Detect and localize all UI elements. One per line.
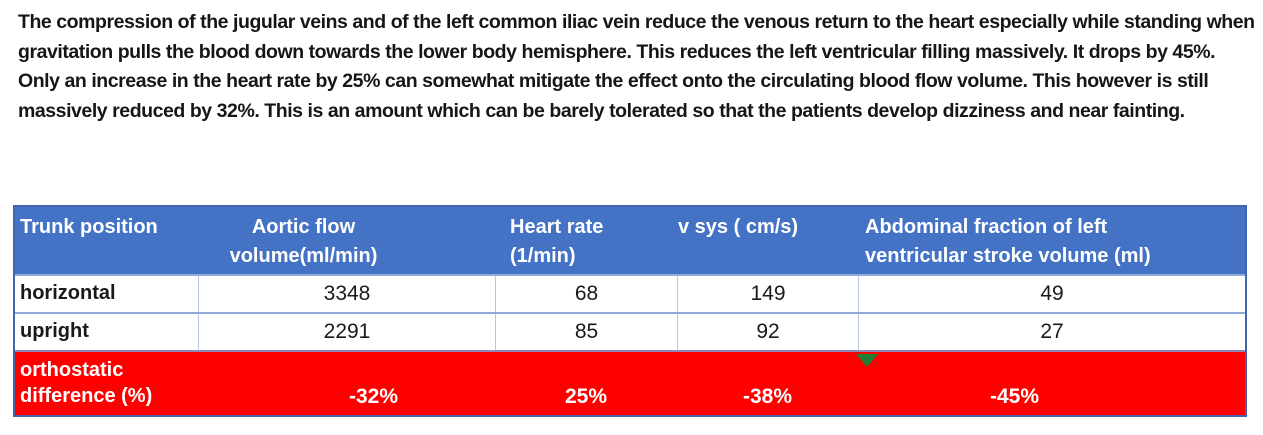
cell-difference-v-sys: -38%: [742, 385, 793, 408]
intro-paragraph: The compression of the jugular veins and…: [18, 11, 1255, 122]
hemodynamics-table: Trunk position Aortic flow volume(ml/min…: [13, 205, 1247, 417]
cell-upright-aortic-flow: 2291: [198, 314, 495, 350]
cell-upright-abdominal-fraction: 27: [858, 314, 1245, 350]
cell-difference-abdominal-fraction: -45%: [989, 385, 1040, 408]
header-v-sys: v sys ( cm/s): [678, 216, 799, 238]
cell-difference-aortic-flow: -32%: [348, 385, 399, 408]
header-abdominal-fraction: Abdominal fraction of left ventricular s…: [865, 216, 1151, 267]
cell-horizontal-abdominal-fraction: 49: [858, 276, 1245, 312]
header-aortic-flow-volume: Aortic flow volume(ml/min): [229, 216, 378, 267]
table-header-row: Trunk position Aortic flow volume(ml/min…: [15, 207, 1245, 274]
cell-upright-v-sys: 92: [677, 314, 858, 350]
header-trunk-position: Trunk position: [20, 216, 158, 238]
row-label-upright: upright: [20, 320, 89, 342]
table-row-horizontal: horizontal 3348 68 149 49: [15, 274, 1245, 312]
row-label-orthostatic-difference: orthostatic difference (%): [20, 359, 153, 407]
header-heart-rate: Heart rate (1/min): [510, 216, 604, 267]
cell-upright-heart-rate: 85: [495, 314, 677, 350]
cell-horizontal-heart-rate: 68: [495, 276, 677, 312]
row-label-horizontal: horizontal: [20, 282, 116, 304]
table-row-upright: upright 2291 85 92 27: [15, 312, 1245, 350]
green-triangle-icon: [856, 354, 878, 367]
table-row-orthostatic-difference: orthostatic difference (%) -32% 25% -38%…: [15, 350, 1245, 415]
cell-horizontal-v-sys: 149: [677, 276, 858, 312]
cell-horizontal-aortic-flow: 3348: [198, 276, 495, 312]
cell-difference-heart-rate: 25%: [564, 385, 608, 408]
